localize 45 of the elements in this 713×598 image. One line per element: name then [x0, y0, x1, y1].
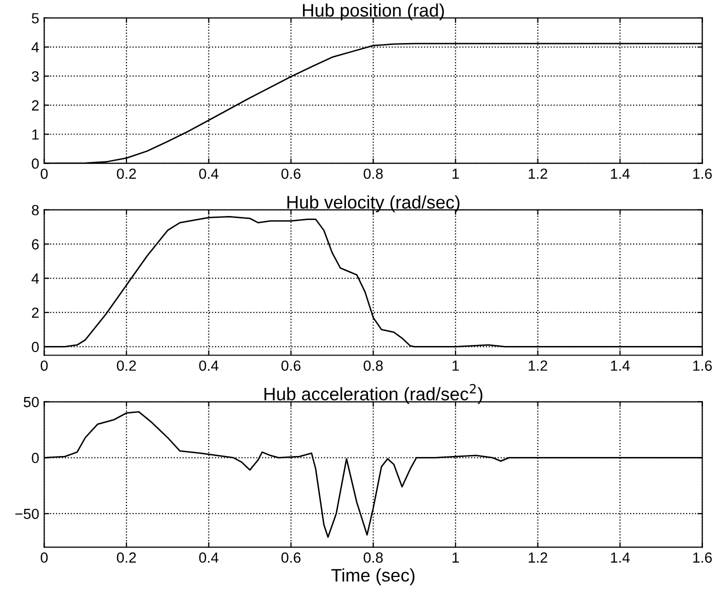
y-tick-label: 4	[32, 42, 39, 52]
y-tick-label: 4	[32, 274, 39, 284]
x-tick-label: 0.6	[281, 552, 300, 563]
x-tick-label: 0.6	[281, 168, 300, 179]
y-tick-label: 5	[32, 13, 39, 24]
y-tick-label: 2	[32, 308, 39, 318]
x-tick-label: 0	[40, 552, 48, 563]
y-tick-label: 2	[32, 100, 39, 110]
y-tick-label: 0	[32, 158, 39, 169]
x-tick-label: 0.8	[364, 168, 383, 179]
x-tick-label: 0.4	[199, 168, 218, 179]
x-tick-label: 1.6	[693, 168, 712, 179]
x-tick-label: 0.4	[199, 552, 218, 563]
x-tick-label: 0	[40, 168, 48, 179]
x-tick-label: 0.4	[199, 360, 218, 371]
x-tick-label: 0.6	[281, 360, 300, 371]
x-tick-label: 0.8	[364, 552, 383, 563]
y-tick-label: 6	[32, 239, 39, 250]
y-tick-label: −50	[15, 508, 39, 520]
y-tick-label: 50	[24, 396, 39, 408]
x-tick-label: 1	[452, 552, 459, 563]
x-tick-label: 1.2	[528, 552, 548, 563]
y-tick-label: 1	[32, 130, 39, 140]
chart-title: Hub velocity (rad/sec)	[287, 195, 460, 212]
chart-title: Hub acceleration (rad/sec$^{2}$)	[264, 384, 482, 404]
x-tick-label: 0.8	[364, 360, 383, 371]
y-tick-label: 3	[32, 71, 39, 82]
chart-title: Hub position (rad)	[302, 3, 444, 20]
x-tick-label: 1.2	[528, 168, 548, 179]
x-tick-label: 1.4	[611, 360, 630, 371]
x-tick-label: 1.2	[528, 360, 548, 371]
x-tick-label: 1	[452, 360, 459, 371]
x-tick-label: 1.6	[693, 552, 712, 563]
x-tick-label: 0.2	[116, 168, 136, 179]
y-tick-label: 8	[32, 204, 39, 216]
x-tick-label: 0.2	[116, 552, 136, 563]
x-tick-label: 0.2	[116, 360, 136, 371]
y-tick-label: 0	[32, 342, 39, 352]
x-tick-label: 1	[452, 168, 459, 179]
y-tick-label: 0	[32, 452, 39, 464]
x-axis-title: Time (sec)	[331, 568, 414, 586]
x-tick-label: 1.4	[611, 552, 630, 563]
x-tick-label: 1.4	[611, 168, 630, 179]
x-tick-label: 1.6	[693, 360, 712, 371]
x-tick-label: 0	[40, 360, 48, 371]
